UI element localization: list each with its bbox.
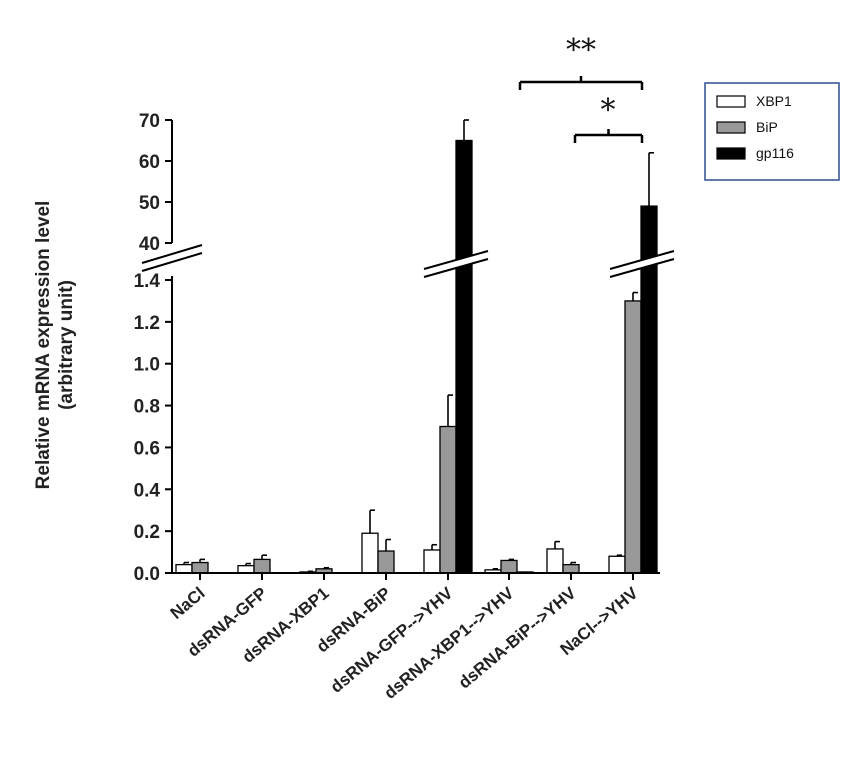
bar-bip-nacl [191, 561, 209, 574]
y-tick-label-1-4: 1.4 [134, 271, 161, 292]
y-tick-label-60: 60 [139, 152, 160, 173]
bar-bip-dsrna-bip-yhv [562, 563, 580, 574]
significance-label-single: * [601, 93, 616, 128]
y-tick-label-40: 40 [139, 234, 160, 255]
y-tick-label-0-0: 0.0 [134, 564, 160, 585]
axis-break-nacl-yhv [609, 250, 675, 278]
legend-label-gp116: gp116 [756, 145, 794, 161]
axis-break-y-slash-top [141, 244, 203, 264]
legend-label-xbp1: XBP1 [756, 93, 792, 109]
bar-xbp1-dsrna-bip [361, 532, 379, 574]
legend-swatch-gp116 [716, 147, 746, 160]
x-tick-label-nacl: NaCl [167, 584, 209, 623]
axis-break-y-slash-bottom [141, 252, 203, 272]
axis-break-gfp-yhv-slash-top [423, 250, 489, 270]
axis-break-gfp-yhv [423, 250, 489, 278]
significance-annotations: *** [518, 33, 644, 143]
y-axis-subtitle: (arbitrary unit) [56, 280, 77, 410]
y-tick-label-0-2: 0.2 [134, 522, 160, 543]
bar-gp116-dsrna-gfp-yhv [455, 139, 473, 574]
y-axis-title: Relative mRNA expression level [33, 201, 54, 490]
axis-break-gfp-yhv-slash-bottom [423, 258, 489, 278]
bar-xbp1-dsrna-gfp-yhv [423, 549, 441, 574]
axis-break-nacl-yhv-gap [610, 251, 674, 277]
legend-swatch-bip [716, 121, 746, 134]
significance-label-double: ** [566, 33, 596, 68]
y-tick-label-1-0: 1.0 [134, 355, 160, 376]
legend: XBP1 BiP gp116 [704, 82, 840, 181]
y-tick-label-50: 50 [139, 193, 160, 214]
axis-break-y [141, 244, 203, 272]
bars-layer [175, 119, 658, 574]
y-tick-label-0-4: 0.4 [134, 480, 161, 501]
legend-swatch-xbp1 [716, 95, 746, 108]
bar-bip-nacl-yhv [624, 300, 642, 574]
axis-break-nacl-yhv-slash-bottom [609, 258, 675, 278]
bar-xbp1-nacl [175, 563, 193, 574]
bar-bip-dsrna-gfp-yhv [439, 425, 457, 574]
axis-break-y-gap [142, 245, 202, 271]
bar-xbp1-dsrna-gfp [237, 565, 255, 574]
axis-break [141, 244, 675, 278]
axis-layer [165, 119, 660, 580]
axis-break-nacl-yhv-slash-top [609, 250, 675, 270]
labels-layer: 0.0 0.2 0.4 0.6 0.8 1.0 1.2 1.4 40 50 60 70 NaCl dsRN… [134, 111, 642, 703]
bar-bip-dsrna-bip [377, 550, 395, 574]
significance-bracket-single [573, 129, 644, 143]
y-tick-label-0-6: 0.6 [134, 438, 160, 459]
x-tick-label-dsrna-bip-yhv: dsRNA-BiP-->YHV [455, 583, 580, 692]
y-tick-label-0-8: 0.8 [134, 397, 160, 418]
bar-bip-dsrna-gfp [253, 558, 271, 574]
y-tick-label-70: 70 [139, 111, 160, 132]
y-tick-label-1-2: 1.2 [134, 313, 160, 334]
bar-xbp1-nacl-yhv [608, 555, 626, 574]
axis-break-gfp-yhv-gap [424, 251, 488, 277]
bar-xbp1-dsrna-bip-yhv [546, 548, 564, 574]
legend-label-bip: BiP [756, 119, 778, 135]
bar-bip-dsrna-xbp1-yhv [500, 559, 518, 574]
significance-bracket-double [518, 76, 644, 90]
